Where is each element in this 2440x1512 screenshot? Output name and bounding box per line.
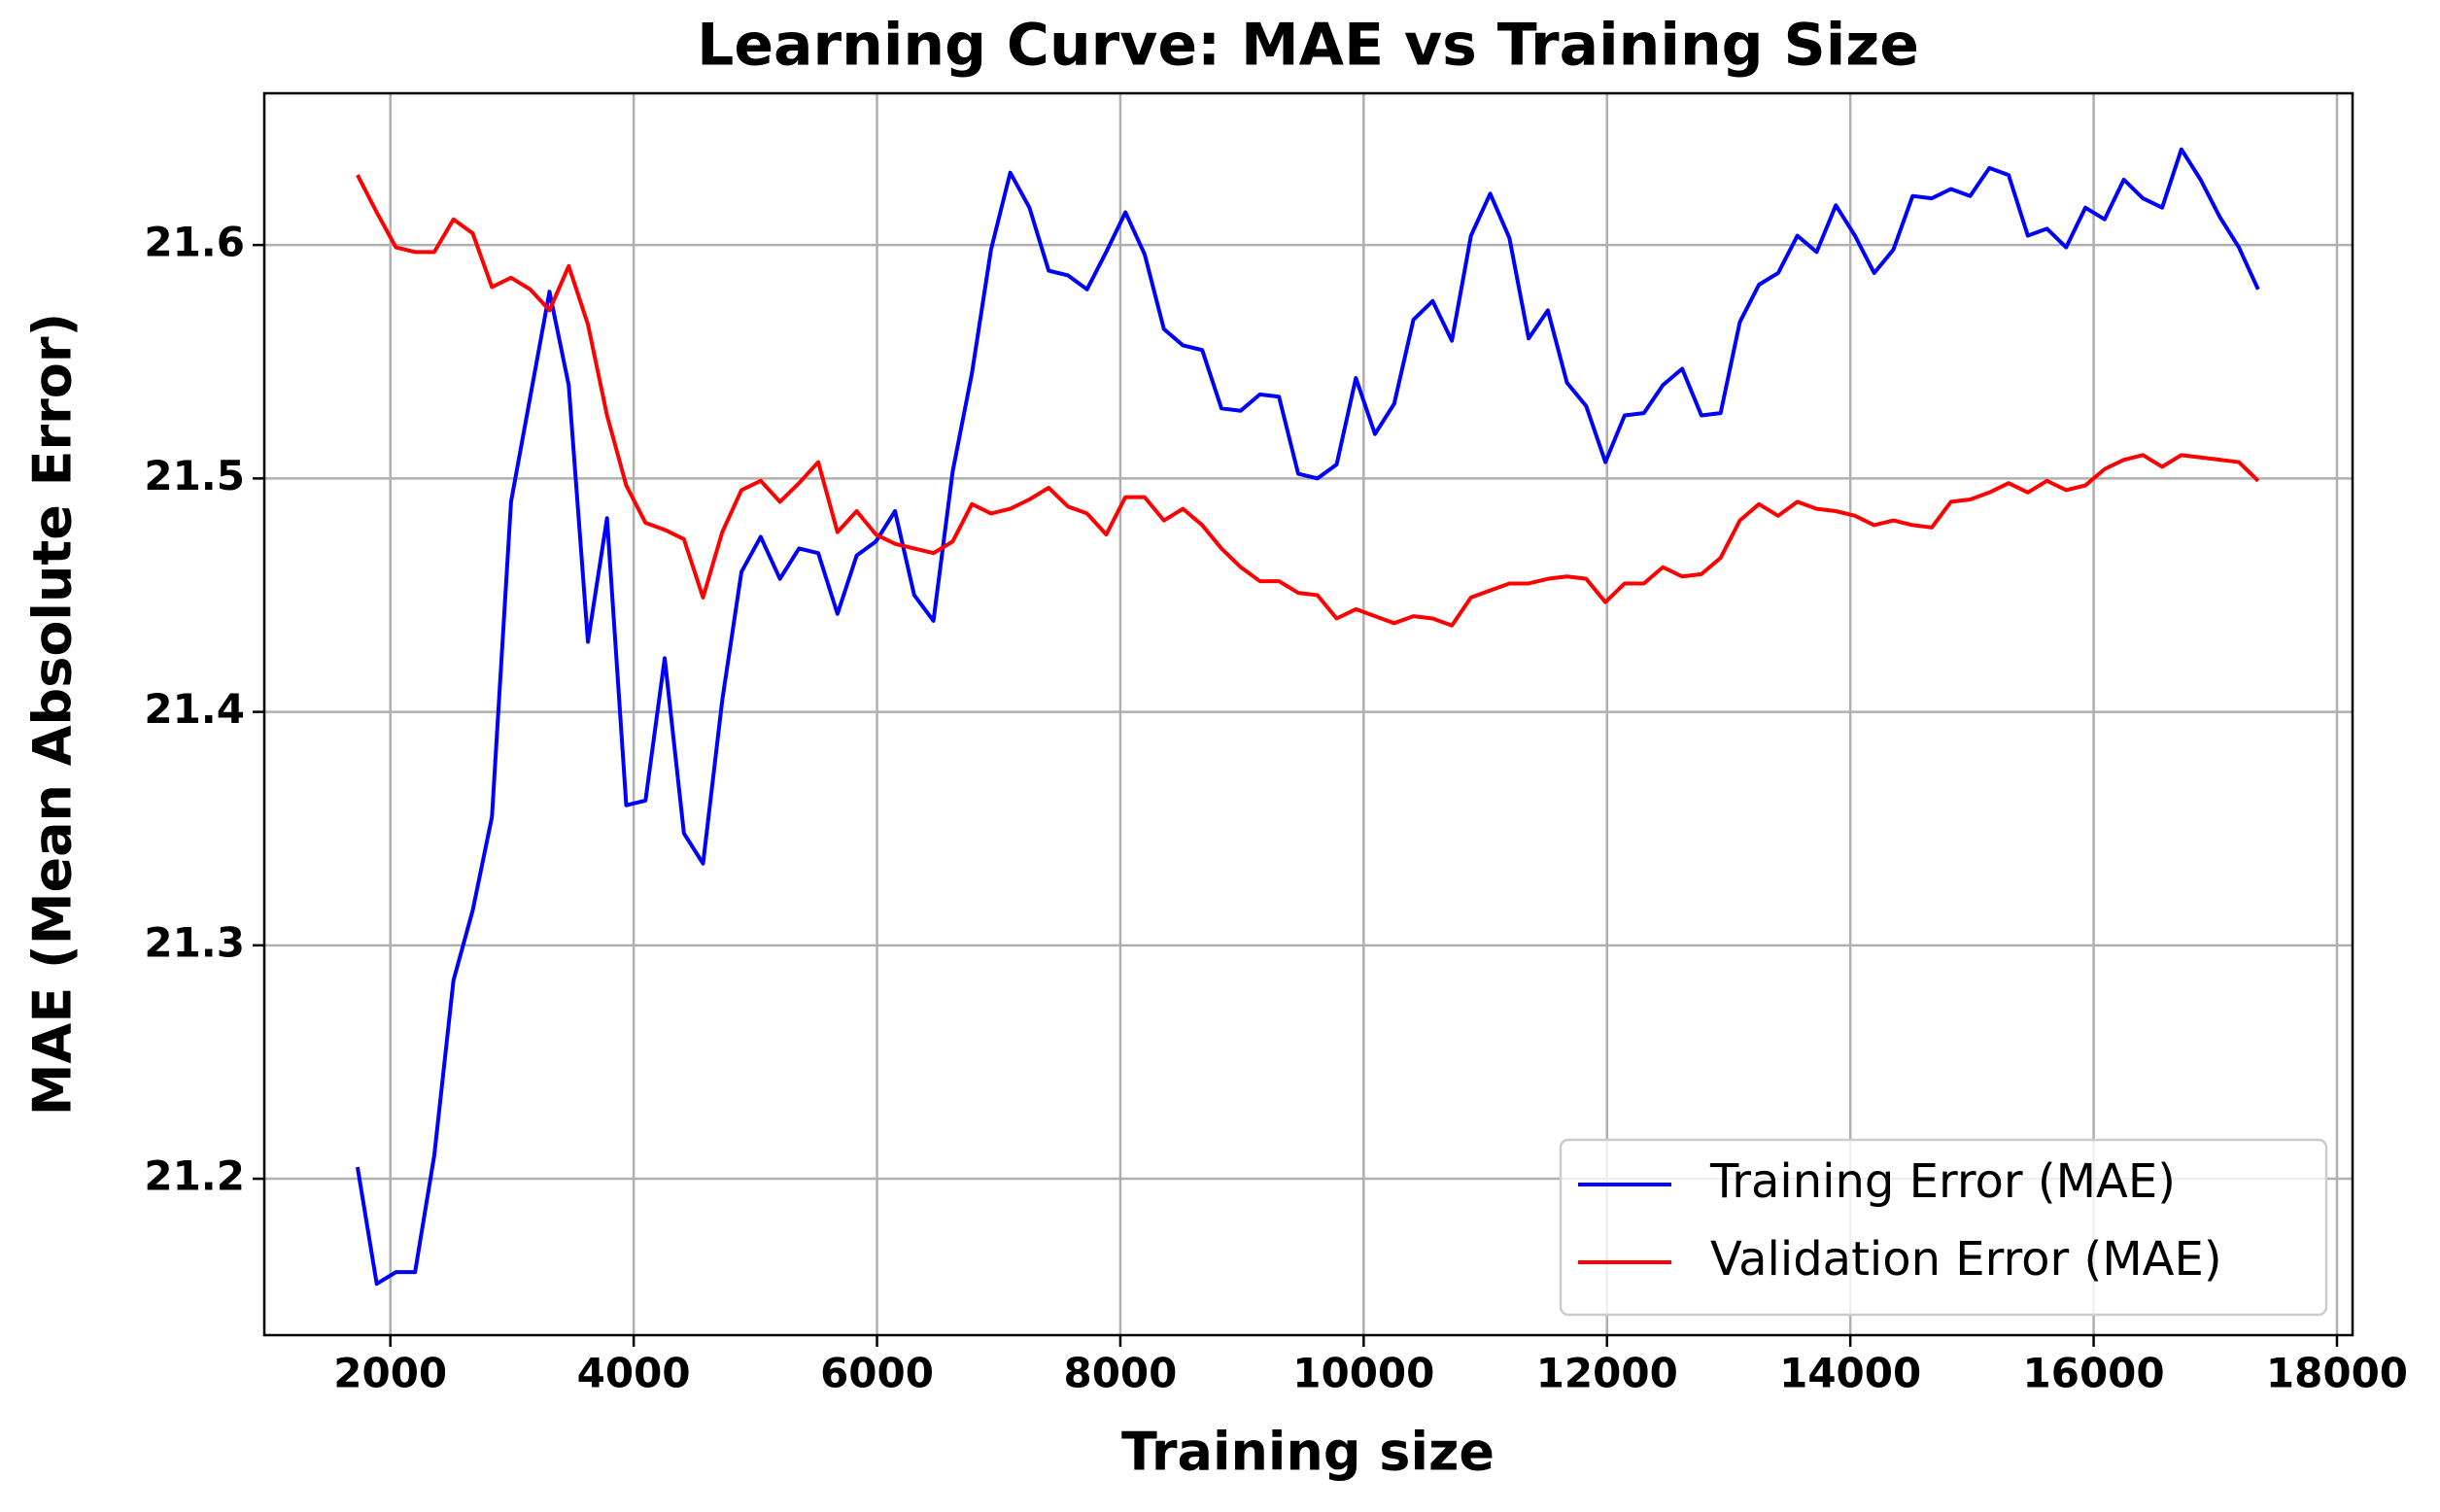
legend: Training Error (MAE) Validation Error (MA… <box>1559 1138 2328 1317</box>
legend-box <box>1559 1138 2328 1317</box>
x-tick-label: 16000 <box>2023 1350 2165 1397</box>
x-tick-label: 18000 <box>2266 1350 2408 1397</box>
y-tick-label: 21.5 <box>144 452 245 499</box>
x-tick-label: 14000 <box>1779 1350 1921 1397</box>
x-tick-label: 10000 <box>1292 1350 1434 1397</box>
data-line <box>355 147 2260 1287</box>
y-tick-label: 21.6 <box>144 219 245 266</box>
chart-title: Learning Curve: MAE vs Training Size <box>697 12 1919 80</box>
x-tick-label: 6000 <box>820 1350 934 1397</box>
y-tick-label: 21.2 <box>144 1152 245 1200</box>
y-tick-label: 21.4 <box>144 685 245 733</box>
x-tick-label: 12000 <box>1536 1350 1678 1397</box>
x-tick-label: 4000 <box>577 1350 691 1397</box>
data-line <box>356 174 2260 628</box>
x-tick-label: 8000 <box>1063 1350 1177 1397</box>
legend-label: Validation Error (MAE) <box>1710 1232 2222 1287</box>
x-tick-label: 2000 <box>333 1350 447 1397</box>
plot-frame <box>262 91 2354 1337</box>
y-axis-label: MAE (Mean Absolute Error) <box>22 313 84 1116</box>
y-tick-label: 21.3 <box>144 918 245 966</box>
x-axis-label: Training size <box>1121 1422 1495 1483</box>
legend-label: Training Error (MAE) <box>1709 1154 2176 1209</box>
